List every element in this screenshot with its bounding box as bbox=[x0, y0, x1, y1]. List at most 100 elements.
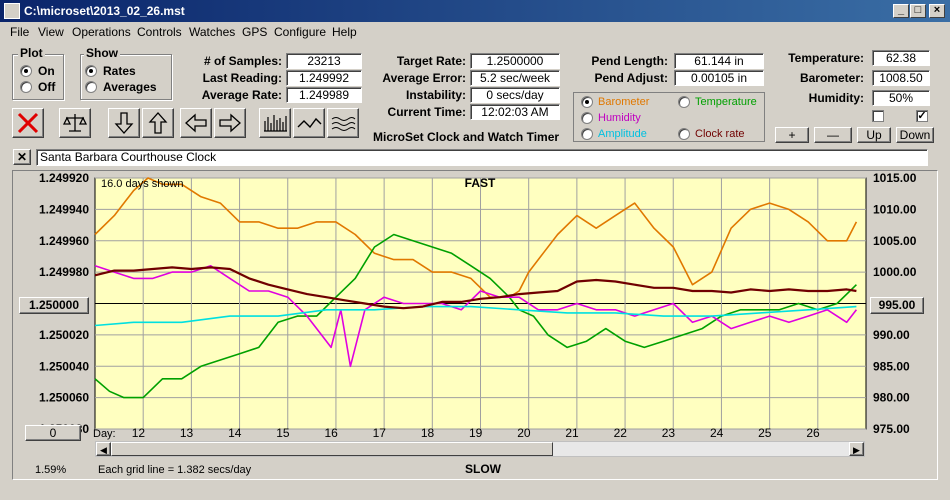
x-tick-label: 15 bbox=[276, 426, 290, 440]
move-down-button[interactable] bbox=[108, 108, 140, 138]
clock-rate-radio[interactable] bbox=[678, 128, 690, 140]
target-rate-label: Target Rate: bbox=[396, 54, 466, 68]
plot-off-label: Off bbox=[38, 80, 56, 94]
stop-button[interactable] bbox=[12, 108, 44, 138]
smooth-wave-icon bbox=[331, 117, 356, 131]
barometer-radio[interactable] bbox=[581, 96, 593, 108]
amplitude-radio[interactable] bbox=[581, 128, 593, 140]
series-line-clock-rate bbox=[94, 266, 857, 310]
x-tick-label: 12 bbox=[132, 426, 146, 440]
pend-length-label: Pend Length: bbox=[591, 54, 668, 68]
show-group-label: Show bbox=[84, 46, 120, 60]
right-tick-label: 975.00 bbox=[873, 422, 910, 436]
scroll-right-arrow[interactable]: ▶ bbox=[849, 442, 864, 456]
horizontal-scrollbar[interactable]: ◀ ▶ bbox=[95, 441, 865, 457]
move-left-button[interactable] bbox=[180, 108, 212, 138]
right-axis: 1015.00 1010.00 1005.00 1000.00 990.00 985.00… bbox=[873, 171, 917, 436]
plus-button[interactable]: + bbox=[775, 127, 809, 143]
show-averages-label: Averages bbox=[103, 80, 157, 94]
menu-configure[interactable]: Configure bbox=[274, 25, 327, 39]
app-icon bbox=[4, 3, 20, 19]
right-tick-label: 980.00 bbox=[873, 391, 910, 405]
clock-rate-option: Clock rate bbox=[695, 128, 745, 140]
down-button[interactable]: Down bbox=[896, 127, 934, 143]
clear-name-button[interactable]: ✕ bbox=[13, 149, 31, 165]
target-rate-field: 1.2500000 bbox=[470, 53, 560, 69]
x-tick-label: 24 bbox=[710, 426, 724, 440]
balance-button[interactable] bbox=[59, 108, 91, 138]
maximize-button[interactable]: □ bbox=[910, 4, 926, 18]
barometer-option: Barometer bbox=[598, 96, 650, 108]
show-averages-radio[interactable] bbox=[85, 81, 97, 93]
left-tick-label: 1.250060 bbox=[39, 391, 89, 405]
arrow-right-icon bbox=[219, 113, 241, 133]
right-tick-label: 1000.00 bbox=[873, 265, 917, 279]
minus-button[interactable]: — bbox=[814, 127, 852, 143]
scroll-thumb[interactable] bbox=[111, 442, 553, 456]
humidity-label: Humidity: bbox=[808, 91, 864, 105]
x-tick-label: 17 bbox=[373, 426, 387, 440]
last-reading-field: 1.249992 bbox=[286, 70, 362, 86]
menu-help[interactable]: Help bbox=[332, 25, 357, 39]
humidity-option: Humidity bbox=[598, 112, 641, 124]
close-button[interactable]: × bbox=[929, 4, 945, 18]
amplitude-option: Amplitude bbox=[598, 128, 647, 140]
menu-gps[interactable]: GPS bbox=[242, 25, 268, 39]
barometer-field: 1008.50 bbox=[872, 70, 930, 86]
slow-label: SLOW bbox=[465, 462, 502, 476]
menu-watches[interactable]: Watches bbox=[189, 25, 236, 39]
checkbox-left[interactable] bbox=[872, 110, 884, 122]
checkbox-right[interactable]: ✓ bbox=[916, 110, 928, 122]
x-tick-label: 22 bbox=[614, 426, 628, 440]
menu-view[interactable]: View bbox=[38, 25, 64, 39]
up-button[interactable]: Up bbox=[857, 127, 891, 143]
current-time-field: 12:02:03 AM bbox=[470, 104, 560, 120]
samples-label: # of Samples: bbox=[203, 54, 282, 68]
average-rate-field: 1.249989 bbox=[286, 87, 362, 103]
show-rates-label: Rates bbox=[103, 64, 136, 78]
show-rates-radio[interactable] bbox=[85, 65, 97, 77]
x-prefix-label: Day: bbox=[93, 428, 116, 440]
window-title: C:\microset\2013_02_26.mst bbox=[24, 4, 185, 18]
show-group bbox=[80, 54, 172, 100]
minimize-button[interactable]: _ bbox=[893, 4, 909, 18]
menu-controls[interactable]: Controls bbox=[137, 25, 182, 39]
menu-file[interactable]: File bbox=[10, 25, 30, 39]
arrow-left-icon bbox=[185, 113, 207, 133]
menu-operations[interactable]: Operations bbox=[72, 25, 131, 39]
left-tick-label: 1.250040 bbox=[39, 359, 89, 373]
plot-off-radio[interactable] bbox=[20, 81, 32, 93]
average-rate-label: Average Rate: bbox=[201, 88, 282, 102]
right-center-button[interactable]: 995.00 bbox=[870, 297, 924, 314]
x-tick-label: 21 bbox=[565, 426, 579, 440]
smooth-view-button[interactable] bbox=[327, 108, 359, 138]
samples-field: 23213 bbox=[286, 53, 362, 69]
series-line-humidity bbox=[94, 265, 858, 368]
left-center-button[interactable]: 1.250000 bbox=[19, 297, 89, 314]
pend-length-field: 61.144 in bbox=[674, 53, 764, 69]
right-tick-label: 990.00 bbox=[873, 328, 910, 342]
right-tick-label: 1005.00 bbox=[873, 234, 917, 248]
humidity-radio[interactable] bbox=[581, 112, 593, 124]
scroll-left-arrow[interactable]: ◀ bbox=[96, 442, 111, 456]
move-up-button[interactable] bbox=[142, 108, 174, 138]
average-error-label: Average Error: bbox=[382, 71, 466, 85]
red-x-icon bbox=[17, 112, 39, 134]
x-tick-label: 18 bbox=[421, 426, 435, 440]
temperature-radio[interactable] bbox=[678, 96, 690, 108]
bottom-left-percent: 1.59% bbox=[35, 464, 66, 476]
left-tick-label: 1.250020 bbox=[39, 328, 89, 342]
instability-label: Instability: bbox=[405, 88, 466, 102]
pend-adjust-field: 0.00105 in bbox=[674, 70, 764, 86]
clock-name-input[interactable]: Santa Barbara Courthouse Clock bbox=[36, 149, 928, 166]
bar-view-button[interactable] bbox=[259, 108, 291, 138]
scale-icon bbox=[62, 114, 88, 132]
left-tick-label: 1.249940 bbox=[39, 202, 89, 216]
days-shown-note: 16.0 days shown bbox=[101, 178, 184, 190]
left-zero-button[interactable]: 0 bbox=[25, 425, 81, 441]
line-view-button[interactable] bbox=[293, 108, 325, 138]
plot-on-radio[interactable] bbox=[20, 65, 32, 77]
current-time-label: Current Time: bbox=[387, 105, 466, 119]
x-tick-label: 16 bbox=[324, 426, 338, 440]
move-right-button[interactable] bbox=[214, 108, 246, 138]
